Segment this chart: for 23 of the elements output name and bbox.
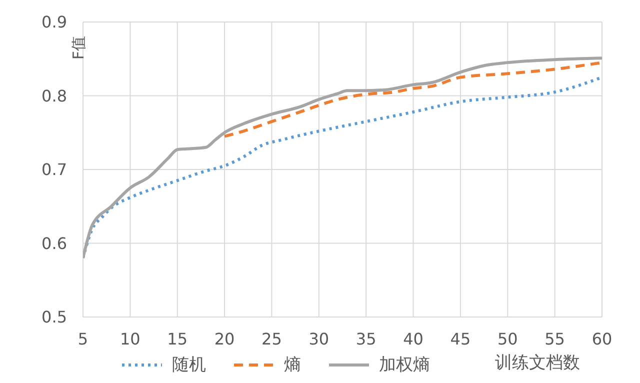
x-tick-label: 20 [214,329,235,348]
x-tick-label: 50 [497,329,518,348]
x-tick-label: 10 [120,329,140,348]
x-tick-label: 35 [356,329,376,348]
y-tick-label: 0.7 [42,160,67,180]
y-tick-label: 0.6 [42,234,67,253]
legend-label: 随机 [172,354,206,376]
y-tick-label: 0.8 [42,86,67,106]
y-axis-title: F值 [70,36,88,60]
x-tick-label: 5 [78,329,88,348]
y-tick-label: 0.5 [42,308,67,327]
x-tick-label: 55 [544,329,565,348]
y-tick-label: 0.9 [42,12,67,32]
x-tick-label: 45 [450,329,471,348]
x-tick-label: 25 [262,329,282,348]
x-tick-label: 15 [167,329,188,348]
x-axis-title: 训练文档数 [495,352,580,374]
x-tick-label: 60 [592,329,612,348]
legend-label: 熵 [284,354,301,376]
x-tick-label: 30 [308,329,330,348]
legend-label: 加权熵 [379,354,430,376]
line-series [223,61,602,138]
x-tick-label: 40 [403,329,424,348]
